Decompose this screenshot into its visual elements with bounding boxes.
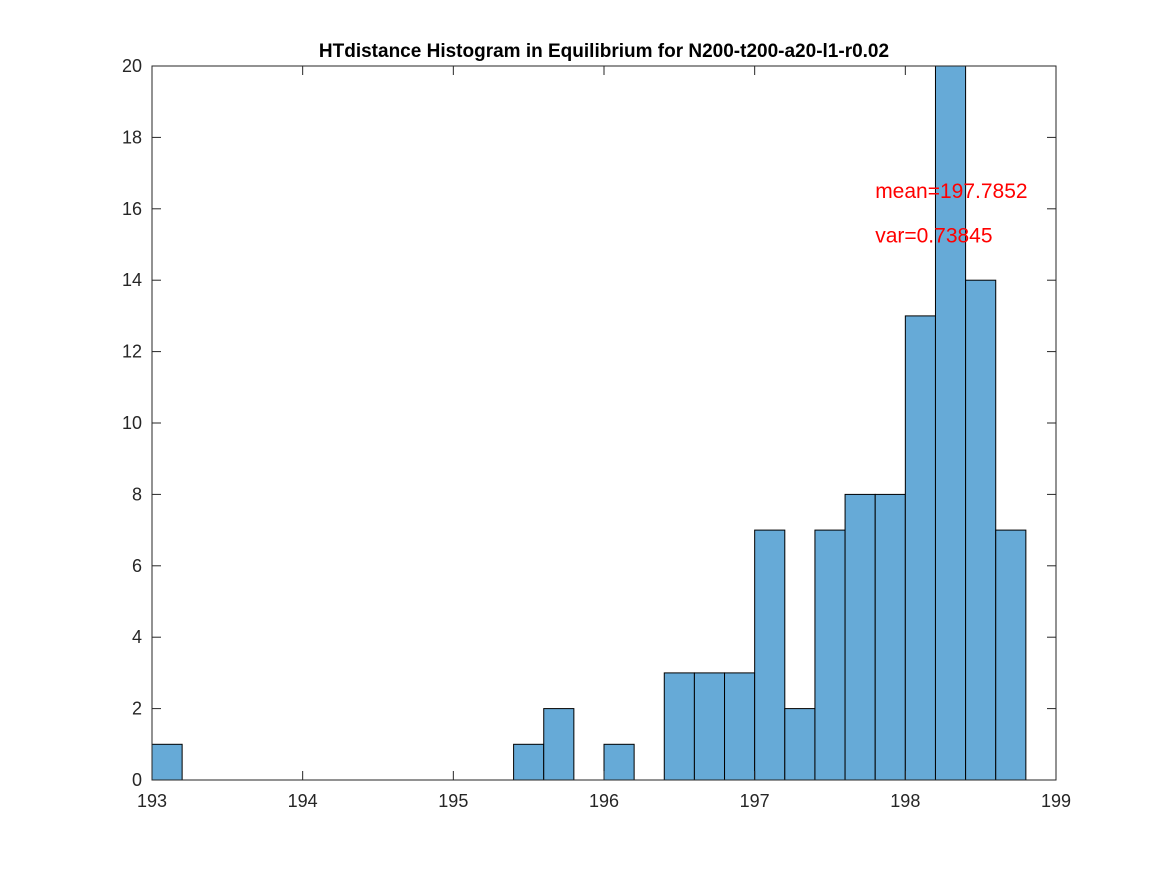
y-tick-label-3: 6 — [132, 556, 142, 576]
x-tick-label-5: 198 — [890, 791, 920, 811]
annotation-0: mean=197.7852 — [875, 180, 1027, 203]
x-tick-label-3: 196 — [589, 791, 619, 811]
histogram-bar-11 — [874, 493, 906, 781]
x-tick-label-2: 195 — [438, 791, 468, 811]
chart-title: HTdistance Histogram in Equilibrium for … — [319, 41, 889, 62]
x-tick-label-0: 193 — [137, 791, 167, 811]
histogram-bar-8 — [784, 708, 816, 781]
histogram-bar-2 — [543, 708, 575, 781]
y-axis-tick-labels: 0 2 4 6 8 10 12 14 16 18 20 — [122, 56, 142, 790]
x-tick-label-6: 199 — [1041, 791, 1071, 811]
y-tick-label-1: 2 — [132, 699, 142, 719]
x-axis-tick-labels: 193 194 195 196 197 198 199 — [137, 791, 1071, 811]
annotations: mean=197.7852 var=0.73845 — [875, 180, 1027, 248]
histogram-bar-4 — [663, 672, 695, 781]
y-tick-label-9: 18 — [122, 127, 142, 147]
x-tick-label-1: 194 — [288, 791, 318, 811]
y-tick-label-7: 14 — [122, 270, 142, 290]
y-tick-label-2: 4 — [132, 627, 142, 647]
histogram-bar-13 — [934, 65, 967, 781]
y-tick-label-6: 12 — [122, 342, 142, 362]
y-tick-label-0: 0 — [132, 770, 142, 790]
y-tick-label-8: 16 — [122, 199, 142, 219]
histogram-bar-14 — [965, 279, 997, 781]
y-tick-label-10: 20 — [122, 56, 142, 76]
histogram-bar-6 — [724, 672, 756, 781]
x-tick-label-4: 197 — [740, 791, 770, 811]
histogram-bars — [151, 65, 1027, 781]
histogram-bar-0 — [151, 743, 183, 781]
annotation-1: var=0.73845 — [875, 225, 992, 248]
histogram-bar-9 — [814, 529, 846, 781]
histogram-bar-7 — [754, 529, 786, 781]
histogram-bar-1 — [513, 743, 545, 781]
histogram-bar-5 — [693, 672, 726, 781]
histogram-bar-12 — [904, 315, 936, 781]
y-tick-label-5: 10 — [122, 413, 142, 433]
histogram-bar-10 — [844, 493, 876, 781]
histogram-bar-15 — [995, 529, 1027, 781]
y-tick-label-4: 8 — [132, 484, 142, 504]
axis-ticks — [151, 65, 1057, 781]
histogram-bar-3 — [603, 743, 635, 781]
